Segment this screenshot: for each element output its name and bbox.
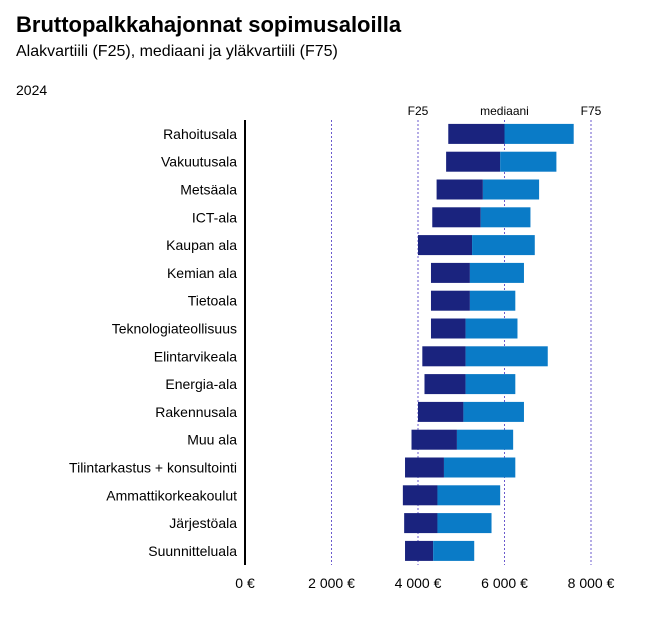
bar-lower-5	[430, 262, 470, 283]
bar-lower-12	[405, 457, 444, 478]
category-label: Rahoitusala	[163, 126, 237, 142]
bar-upper-5	[469, 262, 524, 283]
bar-lower-1	[446, 151, 501, 172]
bar-upper-0	[504, 123, 574, 144]
category-label: Rakennusala	[155, 404, 237, 420]
bar-lower-0	[448, 123, 505, 144]
bar-upper-12	[443, 457, 516, 478]
bar-lower-4	[418, 235, 473, 256]
bar-upper-8	[465, 346, 548, 367]
category-label: Kemian ala	[167, 265, 237, 281]
bar-lower-8	[422, 346, 466, 367]
category-label: Elintarvikeala	[154, 348, 237, 364]
category-label: Ammattikorkeakoulut	[106, 487, 237, 503]
bar-upper-6	[469, 290, 516, 311]
category-label: ICT-ala	[192, 209, 237, 225]
category-label: Suunnitteluala	[148, 543, 237, 559]
bar-upper-15	[433, 540, 475, 561]
category-label: Tilintarkastus + konsultointi	[69, 460, 237, 476]
chart-subtitle: Alakvartiili (F25), mediaani ja yläkvart…	[16, 43, 338, 60]
marker-label-mediaani: mediaani	[480, 104, 529, 118]
category-label: Teknologiateollisuus	[112, 321, 237, 337]
bar-lower-9	[424, 374, 466, 395]
marker-label-F25: F25	[408, 104, 429, 118]
bar-upper-9	[465, 374, 516, 395]
bar-upper-7	[465, 318, 518, 339]
bar-upper-1	[500, 151, 557, 172]
bar-upper-13	[437, 485, 501, 506]
bar-lower-14	[404, 513, 438, 534]
x-tick-label: 4 000 €	[395, 575, 442, 591]
chart-title: Bruttopalkkahajonnat sopimusaloilla	[16, 12, 402, 37]
x-tick-label: 6 000 €	[481, 575, 528, 591]
category-label: Kaupan ala	[166, 237, 237, 253]
category-label: Muu ala	[187, 432, 237, 448]
bar-lower-6	[430, 290, 470, 311]
x-tick-label: 2 000 €	[308, 575, 355, 591]
bar-lower-3	[432, 207, 481, 228]
bar-upper-3	[480, 207, 531, 228]
bar-lower-13	[402, 485, 438, 506]
bar-lower-2	[436, 179, 483, 200]
bar-upper-2	[482, 179, 540, 200]
category-label: Energia-ala	[165, 376, 237, 392]
x-tick-label: 8 000 €	[568, 575, 615, 591]
bar-upper-10	[463, 401, 524, 422]
category-label: Metsäala	[180, 182, 237, 198]
bar-lower-7	[430, 318, 466, 339]
marker-label-F75: F75	[581, 104, 602, 118]
category-label: Vakuutusala	[161, 154, 237, 170]
bar-lower-11	[411, 429, 457, 450]
bar-lower-10	[418, 401, 464, 422]
bar-upper-14	[437, 513, 492, 534]
bar-upper-4	[472, 235, 535, 256]
category-label: Tietoala	[188, 293, 238, 309]
x-tick-label: 0 €	[235, 575, 255, 591]
bar-upper-11	[456, 429, 514, 450]
category-label: Järjestöala	[169, 515, 237, 531]
year-label: 2024	[16, 82, 48, 98]
bar-lower-15	[405, 540, 434, 561]
